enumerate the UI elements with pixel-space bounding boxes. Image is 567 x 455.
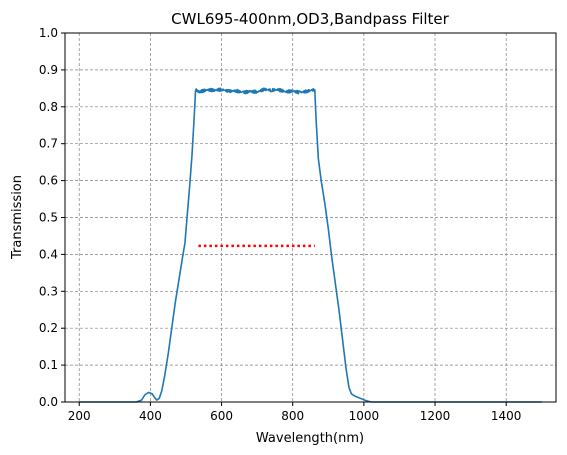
y-tick-label: 0.0: [39, 395, 58, 409]
x-tick-label: 800: [281, 409, 304, 423]
x-tick-label: 1000: [349, 409, 380, 423]
x-tick-label: 1200: [420, 409, 451, 423]
x-tick-label: 1400: [491, 409, 522, 423]
y-tick-label: 0.9: [39, 63, 58, 77]
y-tick-label: 1.0: [39, 26, 58, 40]
data-series: [79, 87, 542, 403]
y-tick-label: 0.8: [39, 100, 58, 114]
x-tick-label: 400: [139, 409, 162, 423]
y-tick-label: 0.2: [39, 321, 58, 335]
y-tick-label: 0.5: [39, 211, 58, 225]
x-axis-label: Wavelength(nm): [256, 431, 364, 446]
y-tick-label: 0.4: [39, 247, 58, 261]
y-axis-label: Transmission: [10, 175, 25, 260]
transmission-curve: [79, 87, 542, 403]
x-tick-label: 200: [68, 409, 91, 423]
x-tick-label: 600: [210, 409, 233, 423]
y-tick-label: 0.6: [39, 174, 58, 188]
y-tick-label: 0.1: [39, 358, 58, 372]
axis-ticks: 200 400 600 800 1000 1200 1400 0.0 0.1 0.2 0.3 0.4 0…: [39, 26, 522, 423]
y-tick-label: 0.3: [39, 284, 58, 298]
chart-title: CWL695-400nm,OD3,Bandpass Filter: [171, 10, 449, 28]
y-tick-label: 0.7: [39, 137, 58, 151]
